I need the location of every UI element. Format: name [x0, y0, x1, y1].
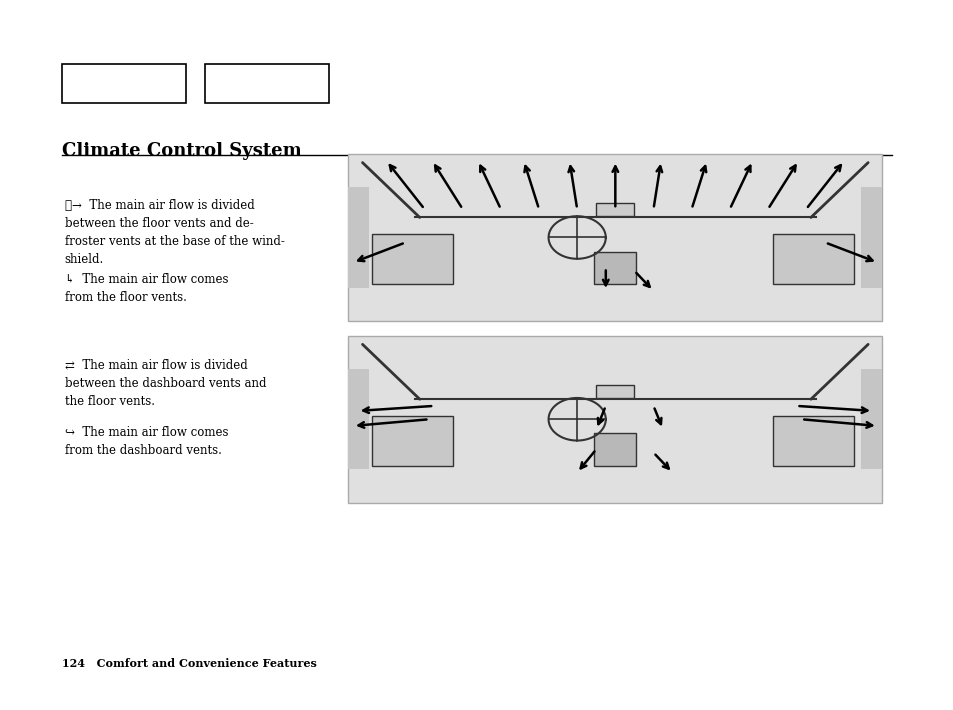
- Bar: [861, 369, 882, 469]
- Bar: [596, 385, 634, 398]
- Text: Ⓢ→  The main air flow is divided
between the floor vents and de-
froster vents a: Ⓢ→ The main air flow is divided between …: [65, 199, 284, 266]
- Text: ↪  The main air flow comes
from the dashboard vents.: ↪ The main air flow comes from the dashb…: [65, 426, 228, 457]
- Bar: [348, 336, 882, 503]
- Text: ⇄  The main air flow is divided
between the dashboard vents and
the floor vents.: ⇄ The main air flow is divided between t…: [65, 359, 266, 408]
- Bar: [348, 187, 369, 288]
- Bar: [594, 251, 636, 284]
- Bar: [62, 64, 186, 103]
- Bar: [372, 234, 453, 284]
- Bar: [772, 416, 853, 466]
- Bar: [372, 416, 453, 466]
- Bar: [861, 187, 882, 288]
- Bar: [772, 234, 853, 284]
- Text: ↳  The main air flow comes
from the floor vents.: ↳ The main air flow comes from the floor…: [65, 273, 228, 305]
- Bar: [594, 433, 636, 466]
- Text: Climate Control System: Climate Control System: [62, 142, 301, 160]
- Bar: [205, 64, 329, 103]
- Bar: [596, 203, 634, 216]
- Text: 124   Comfort and Convenience Features: 124 Comfort and Convenience Features: [62, 658, 316, 669]
- Bar: [348, 369, 369, 469]
- Bar: [348, 154, 882, 321]
